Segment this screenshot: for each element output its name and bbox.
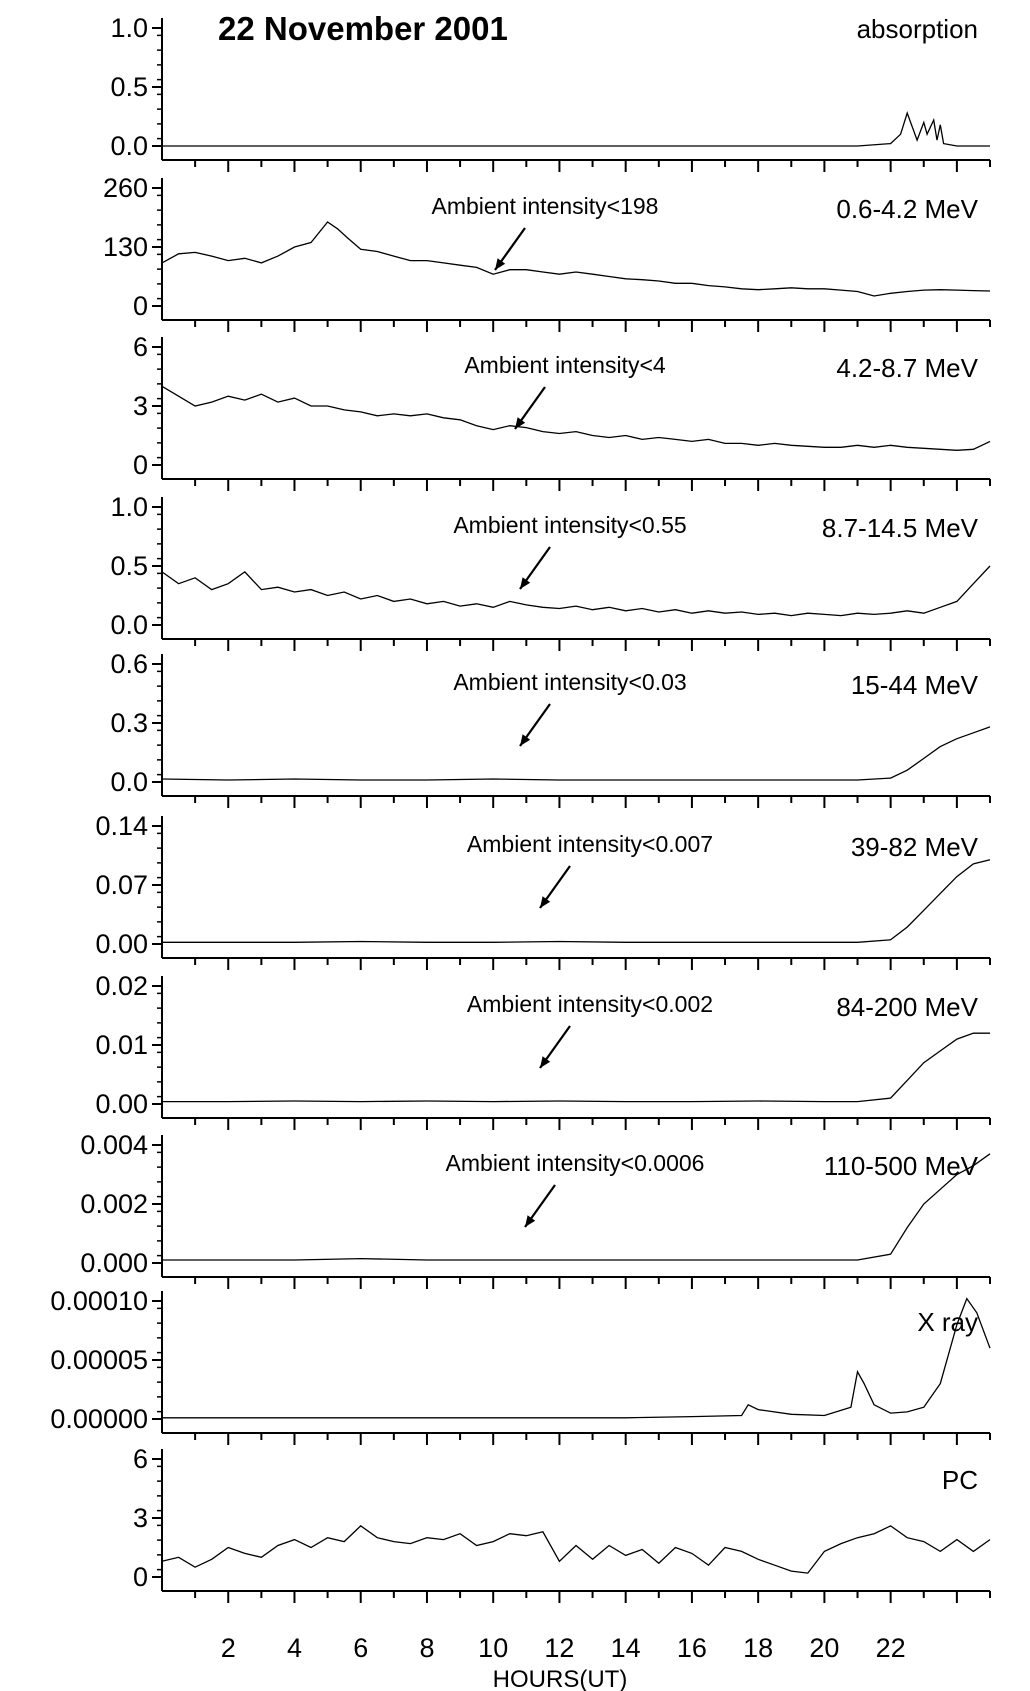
annotation-text: Ambient intensity<0.03 [453, 669, 686, 695]
panel-label: PC [942, 1465, 978, 1495]
panel-2: 0 3 6 4.2-8.7 MeV Ambient intensity<4 [133, 332, 991, 491]
x-tick-label: 10 [478, 1633, 508, 1663]
y-tick-label: 260 [103, 173, 148, 203]
panel-label: X ray [917, 1307, 978, 1337]
y-tick-label: 6 [133, 1444, 148, 1474]
panel-label: 15-44 MeV [851, 670, 979, 700]
annotation-text: Ambient intensity<198 [432, 193, 659, 219]
series-line [162, 1153, 991, 1261]
x-tick-label: 2 [221, 1633, 236, 1663]
annotation-text: Ambient intensity<4 [464, 352, 666, 378]
y-tick-label: 0 [133, 450, 148, 480]
annotation-arrow-head [520, 734, 531, 746]
panel-1: 0 130 260 0.6-4.2 MeV Ambient intensity<198 [103, 173, 991, 332]
y-tick-label: 0.000 [80, 1248, 148, 1278]
panel-3: 0.0 0.5 1.0 8.7-14.5 MeV Ambient intensity<0… [110, 492, 991, 651]
x-tick-label: 16 [677, 1633, 707, 1663]
panel-8: 0.00000 0.00005 0.00010 X ray [50, 1286, 991, 1445]
y-tick-label: 0.5 [110, 72, 148, 102]
x-tick-label: 18 [743, 1633, 773, 1663]
panel-label: 39-82 MeV [851, 832, 979, 862]
panel-label: 8.7-14.5 MeV [822, 513, 979, 543]
x-tick-label: 20 [809, 1633, 839, 1663]
panel-9: 0 3 6 PC [133, 1444, 991, 1603]
series-line [162, 1297, 991, 1419]
y-tick-label: 0.004 [80, 1130, 148, 1160]
x-axis: 2 4 6 8 10 12 14 16 18 20 22 [221, 1633, 906, 1663]
y-tick-label: 0.00010 [50, 1286, 148, 1316]
y-tick-label: 0.01 [95, 1030, 148, 1060]
annotation-text: Ambient intensity<0.007 [467, 831, 713, 857]
annotation-arrow-head [525, 1215, 536, 1227]
annotation-arrow-head [495, 258, 506, 270]
annotation-text: Ambient intensity<0.55 [453, 512, 686, 538]
panels-group: 0.0 0.5 1.0 absorption 0 130 260 0.6-4.2 MeV Amb… [50, 13, 991, 1603]
y-tick-label: 0.6 [110, 649, 148, 679]
y-tick-label: 3 [133, 1503, 148, 1533]
panel-0: 0.0 0.5 1.0 absorption [110, 13, 991, 172]
panel-label: absorption [857, 14, 978, 44]
annotation-arrow-head [540, 1056, 551, 1068]
series-line [161, 726, 991, 781]
x-tick-label: 12 [544, 1633, 574, 1663]
figure-title: 22 November 2001 [218, 10, 508, 47]
annotation-text: Ambient intensity<0.0006 [446, 1150, 705, 1176]
y-tick-label: 0.002 [80, 1189, 148, 1219]
y-tick-label: 1.0 [110, 13, 148, 43]
y-tick-label: 3 [133, 391, 148, 421]
x-tick-label: 6 [353, 1633, 368, 1663]
y-tick-label: 0.0 [110, 610, 148, 640]
panel-label: 110-500 MeV [824, 1151, 979, 1181]
panel-7: 0.000 0.002 0.004 110-500 MeV Ambient intens… [80, 1130, 991, 1289]
annotation-text: Ambient intensity<0.002 [467, 991, 713, 1017]
panel-label: 0.6-4.2 MeV [836, 194, 978, 224]
x-axis-label: HOURS(UT) [493, 1666, 628, 1691]
x-tick-label: 14 [611, 1633, 641, 1663]
series-line [162, 859, 991, 943]
panel-4: 0.0 0.3 0.6 15-44 MeV Ambient intensity<0.03 [110, 649, 991, 808]
y-tick-label: 0.3 [110, 708, 148, 738]
series-line [162, 1032, 990, 1103]
panel-5: 0.00 0.07 0.14 39-82 MeV Ambient intensity<0… [95, 811, 991, 970]
x-tick-label: 22 [876, 1633, 906, 1663]
annotation-arrow-head [520, 577, 531, 589]
y-tick-label: 1.0 [110, 492, 148, 522]
y-tick-label: 6 [133, 332, 148, 362]
series-line [161, 385, 991, 451]
panel-label: 84-200 MeV [836, 992, 978, 1022]
y-tick-label: 130 [103, 232, 148, 262]
y-tick-label: 0.00 [95, 929, 148, 959]
y-tick-label: 0.14 [95, 811, 148, 841]
y-tick-label: 0.00 [95, 1089, 148, 1119]
y-tick-label: 0.00000 [50, 1404, 148, 1434]
x-tick-label: 8 [419, 1633, 434, 1663]
panel-label: 4.2-8.7 MeV [836, 353, 978, 383]
series-line [161, 565, 991, 617]
x-tick-label: 4 [287, 1633, 302, 1663]
series-line [161, 1525, 991, 1574]
series-line [161, 221, 991, 297]
annotation-arrow-head [540, 896, 551, 908]
y-tick-label: 0.0 [110, 131, 148, 161]
annotation-arrow-head [515, 417, 526, 429]
y-tick-label: 0 [133, 1562, 148, 1592]
panel-6: 0.00 0.01 0.02 84-200 MeV Ambient intensity<… [95, 971, 991, 1130]
y-tick-label: 0.07 [95, 870, 148, 900]
y-tick-label: 0.02 [95, 971, 148, 1001]
y-tick-label: 0.0 [110, 767, 148, 797]
y-tick-label: 0.00005 [50, 1345, 148, 1375]
y-tick-label: 0.5 [110, 551, 148, 581]
y-tick-label: 0 [133, 291, 148, 321]
series-line [162, 110, 990, 147]
